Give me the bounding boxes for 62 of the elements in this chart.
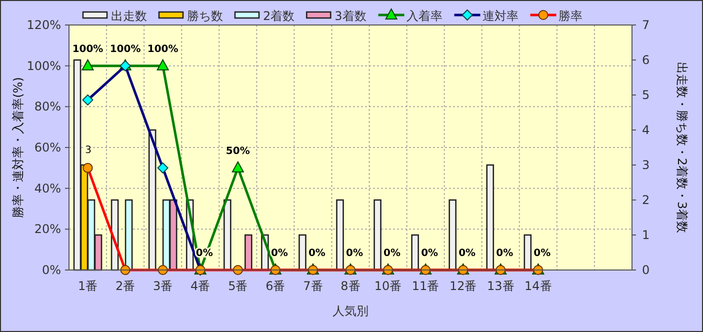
x-tick-label: 12番 xyxy=(449,279,477,293)
data-label: 0% xyxy=(534,248,551,259)
bar xyxy=(224,199,232,271)
legend-label: 3着数 xyxy=(334,9,366,23)
bar xyxy=(244,234,252,271)
legend-label: 入着率 xyxy=(406,9,442,23)
y2-tick-label: 5 xyxy=(642,88,650,102)
x-tick-label: 13番 xyxy=(486,279,514,293)
x-tick-label: 8番 xyxy=(340,279,360,293)
bar xyxy=(374,199,382,271)
bar xyxy=(124,199,133,271)
x-tick-label: 7番 xyxy=(303,279,323,293)
x-tick-label: 2番 xyxy=(115,279,136,293)
bar xyxy=(148,129,156,271)
y-axis-title: 勝率・連対率・入着率(%) xyxy=(11,77,25,218)
y2-axis-title: 出走数・勝ち数・2着数・3着数 xyxy=(675,62,689,234)
x-axis-title: 人気別 xyxy=(332,304,368,318)
x-tick-label: 4番 xyxy=(190,279,210,293)
y2-tick-label: 4 xyxy=(642,123,650,137)
data-label: 0% xyxy=(496,248,514,259)
legend-label: 出走数 xyxy=(111,9,147,23)
x-tick-label: 10番 xyxy=(374,279,402,293)
data-label: 100% xyxy=(147,44,178,55)
bar xyxy=(411,234,419,271)
bar xyxy=(524,234,532,271)
y2-tick-label: 0 xyxy=(642,263,650,277)
x-tick-label: 14番 xyxy=(524,279,552,293)
data-label: 0% xyxy=(384,248,401,259)
data-label: 0% xyxy=(308,248,326,259)
x-tick-label: 5番 xyxy=(228,279,248,293)
legend-label: 連対率 xyxy=(482,9,518,23)
y2-tick-label: 1 xyxy=(642,228,650,242)
legend-label: 2着数 xyxy=(263,9,295,23)
data-label: 0% xyxy=(421,248,438,259)
data-label: 100% xyxy=(72,44,104,55)
legend-label: 勝ち数 xyxy=(187,9,223,23)
y-tick-label: 80% xyxy=(34,100,61,114)
data-label: 50% xyxy=(226,146,250,157)
y-tick-label: 60% xyxy=(34,140,61,154)
data-label: 0% xyxy=(458,248,476,259)
y-tick-label: 20% xyxy=(34,222,61,236)
y2-tick-label: 2 xyxy=(642,193,650,207)
y2-tick-label: 3 xyxy=(642,158,650,172)
y-tick-label: 40% xyxy=(34,181,61,196)
data-label: 3 xyxy=(85,145,92,156)
y2-tick-label: 7 xyxy=(642,18,650,32)
y-tick-label: 0% xyxy=(42,263,61,277)
x-tick-label: 1番 xyxy=(78,279,98,293)
x-tick-label: 3番 xyxy=(153,279,173,293)
y2-tick-label: 6 xyxy=(642,53,650,67)
legend-label: 勝率 xyxy=(558,9,582,23)
x-tick-label: 11番 xyxy=(412,279,440,293)
bar xyxy=(486,164,494,271)
bar xyxy=(336,199,344,271)
data-label: 0% xyxy=(346,248,363,259)
bar xyxy=(298,234,306,271)
bar xyxy=(448,199,456,271)
y-tick-label: 120% xyxy=(26,18,61,32)
y-tick-label: 100% xyxy=(26,58,61,73)
x-tick-label: 6番 xyxy=(266,279,286,293)
data-label: 100% xyxy=(110,44,141,55)
data-label: 0% xyxy=(270,248,288,259)
